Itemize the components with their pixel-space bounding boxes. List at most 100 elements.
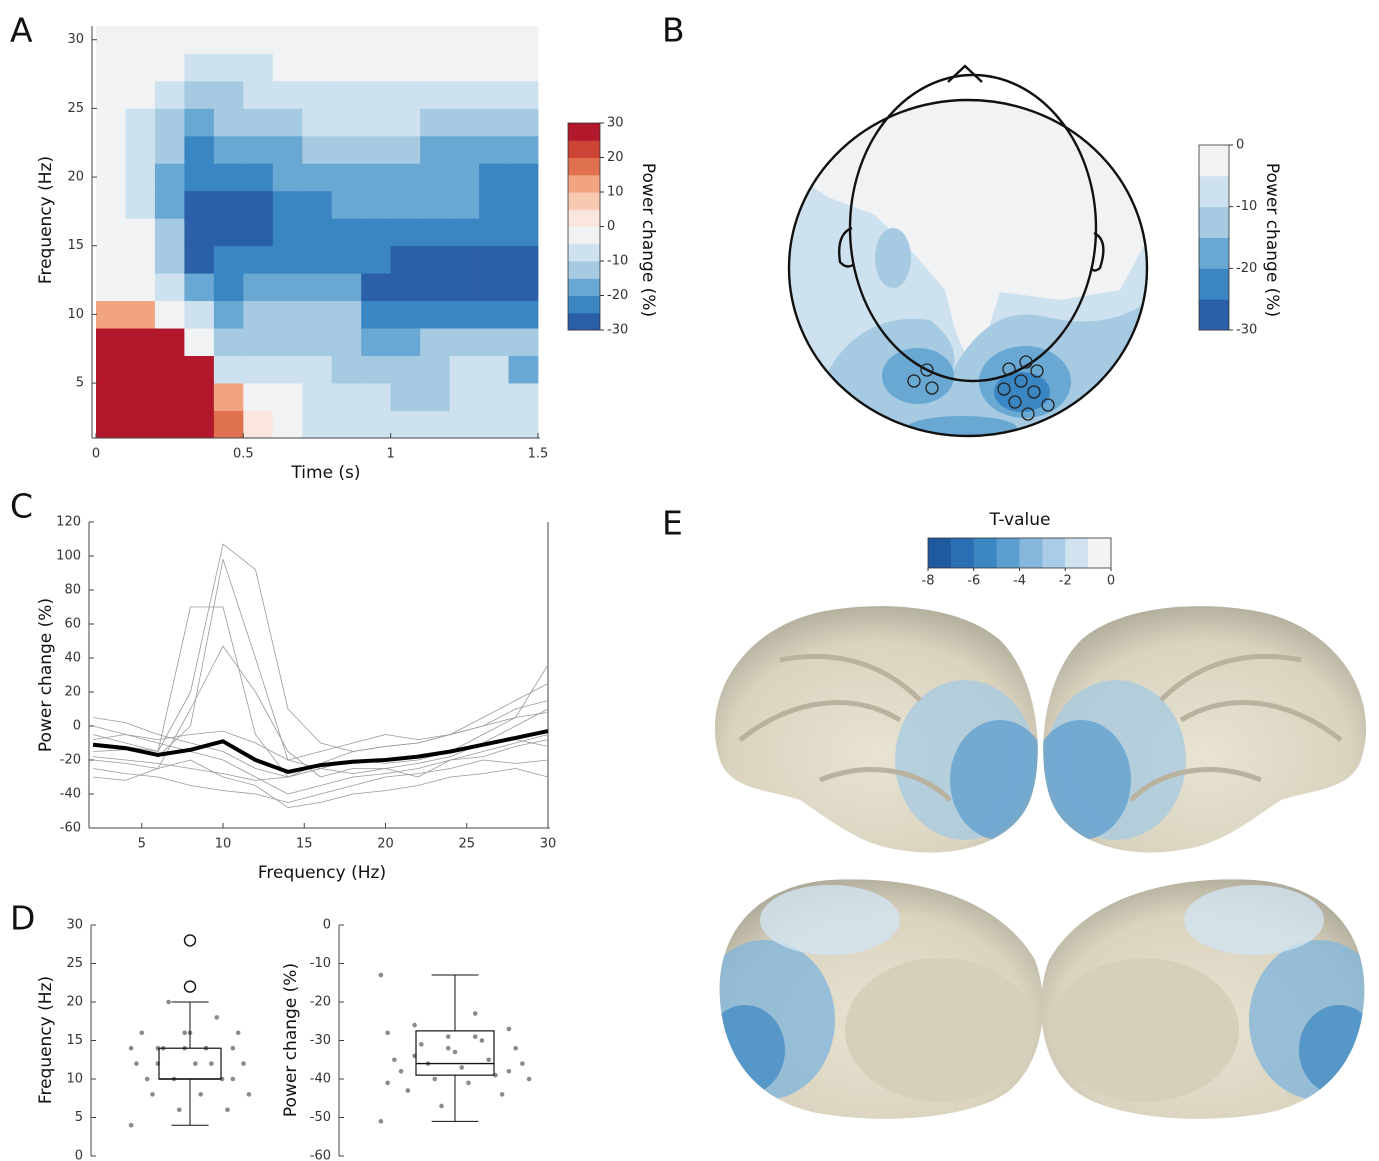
heatmap-cell xyxy=(96,355,126,384)
scalp-outline xyxy=(787,98,1149,438)
heatmap-cell xyxy=(449,273,480,302)
heatmap-cell xyxy=(479,273,509,302)
data-point xyxy=(472,1011,478,1016)
heatmap-cell xyxy=(449,190,480,219)
data-point xyxy=(230,1076,236,1082)
heatmap-cell xyxy=(479,300,509,329)
heatmap-cell xyxy=(213,80,244,109)
heatmap-cell xyxy=(213,163,244,192)
data-point xyxy=(499,1092,505,1097)
heatmap-cell xyxy=(154,218,185,247)
heatmap-cell xyxy=(508,273,539,302)
data-point xyxy=(225,1107,230,1113)
heatmap-cell xyxy=(125,108,156,137)
heatmap-cell xyxy=(361,26,392,54)
box xyxy=(415,1030,495,1076)
heatmap-cell xyxy=(96,163,126,192)
data-point xyxy=(405,1088,411,1093)
heatmap-cell xyxy=(361,300,392,329)
heatmap-cell xyxy=(184,383,215,411)
heatmap-cell xyxy=(449,135,480,164)
y-tick-label: 20 xyxy=(66,995,83,1010)
data-point xyxy=(182,1030,187,1036)
y-tick-label: 10 xyxy=(66,1072,83,1087)
heatmap-cell xyxy=(154,26,185,54)
heatmap-cell xyxy=(125,328,156,356)
data-point xyxy=(241,1061,246,1066)
mean-line xyxy=(92,729,549,774)
data-point xyxy=(385,1030,390,1036)
heatmap-cell xyxy=(154,163,185,192)
heatmap-cell xyxy=(125,410,156,439)
heatmap-cell xyxy=(272,108,303,137)
heatmap-cell xyxy=(508,328,539,356)
heatmap-cell xyxy=(331,190,362,219)
heatmap-cell xyxy=(420,355,450,384)
y-tick-label: 5 xyxy=(76,376,84,391)
map-region xyxy=(875,228,911,288)
heatmap-cell xyxy=(420,410,450,439)
colorbar-swatch xyxy=(996,538,1020,568)
heatmap-cell xyxy=(125,135,156,164)
heatmap-cell xyxy=(420,53,450,82)
x-tick-label: 5 xyxy=(138,837,146,852)
data-point xyxy=(230,1045,236,1051)
heatmap-cell xyxy=(272,218,303,247)
data-point xyxy=(193,1061,198,1066)
heatmap-cell xyxy=(154,383,185,411)
heatmap-cell xyxy=(361,328,392,356)
heatmap-cell xyxy=(125,80,156,109)
heatmap-cell xyxy=(449,80,480,109)
y-tick-label: 15 xyxy=(66,1033,83,1048)
heatmap-cell xyxy=(479,80,509,109)
heatmap-cell xyxy=(331,218,362,247)
heatmap-cell xyxy=(420,26,450,54)
heatmap-cell xyxy=(154,80,185,109)
heatmap-cell xyxy=(479,26,509,54)
x-tick-label: 30 xyxy=(540,837,557,852)
data-point xyxy=(412,1022,417,1028)
heatmap-cell xyxy=(96,53,126,82)
heatmap-cell xyxy=(184,245,215,274)
activation xyxy=(760,885,900,955)
data-point xyxy=(398,1069,404,1074)
heatmap-cell xyxy=(302,163,333,192)
heatmap-cell xyxy=(213,273,244,302)
heatmap-cell xyxy=(479,218,509,247)
outlier xyxy=(183,980,197,993)
heatmap-cell xyxy=(184,410,215,439)
heatmap-cell xyxy=(213,383,244,411)
y-tick-label: -10 xyxy=(310,956,331,971)
electrode xyxy=(1008,395,1022,409)
electrode xyxy=(1030,364,1044,378)
y-tick-label: 30 xyxy=(67,32,84,47)
heatmap-cell xyxy=(331,355,362,384)
subject-line xyxy=(92,559,549,774)
colorbar-swatch xyxy=(1199,175,1229,208)
data-point xyxy=(466,1080,471,1086)
electrode xyxy=(907,374,921,388)
heatmap-cell xyxy=(449,218,480,247)
ear xyxy=(1089,231,1105,272)
y-axis-label: Power change (%) xyxy=(36,598,56,752)
heatmap-cell xyxy=(272,135,303,164)
heatmap-cell xyxy=(184,328,215,356)
heatmap-cell xyxy=(420,218,450,247)
heatmap-cell xyxy=(125,26,156,54)
heatmap-cell xyxy=(479,245,509,274)
heatmap-cell xyxy=(331,80,362,109)
heatmap-cell xyxy=(420,273,450,302)
heatmap-cell xyxy=(390,218,421,247)
heatmap-cell xyxy=(390,300,421,329)
y-tick-label: 20 xyxy=(64,685,81,700)
x-tick-label: 1 xyxy=(387,447,395,462)
heatmap-cell xyxy=(243,410,274,439)
heatmap-cell xyxy=(243,300,274,329)
heatmap-cell xyxy=(479,383,509,411)
heatmap-cell xyxy=(184,218,215,247)
colorbar-tick-label: -30 xyxy=(1236,323,1257,338)
heatmap-cell xyxy=(96,300,126,329)
colorbar-swatch xyxy=(568,157,600,176)
colorbar-swatch xyxy=(568,192,600,210)
heatmap-cell xyxy=(331,300,362,329)
